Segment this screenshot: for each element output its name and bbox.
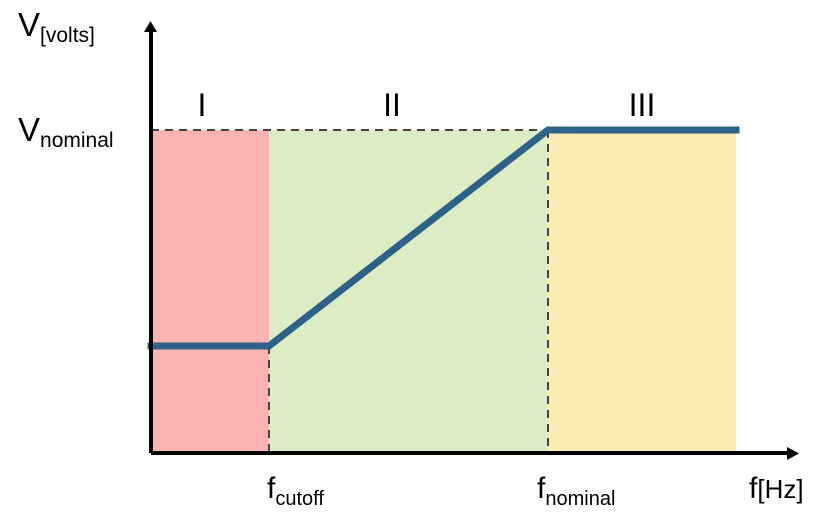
svg-text:II: II xyxy=(383,87,401,123)
svg-text:III: III xyxy=(629,87,656,123)
svg-text:I: I xyxy=(198,87,207,123)
